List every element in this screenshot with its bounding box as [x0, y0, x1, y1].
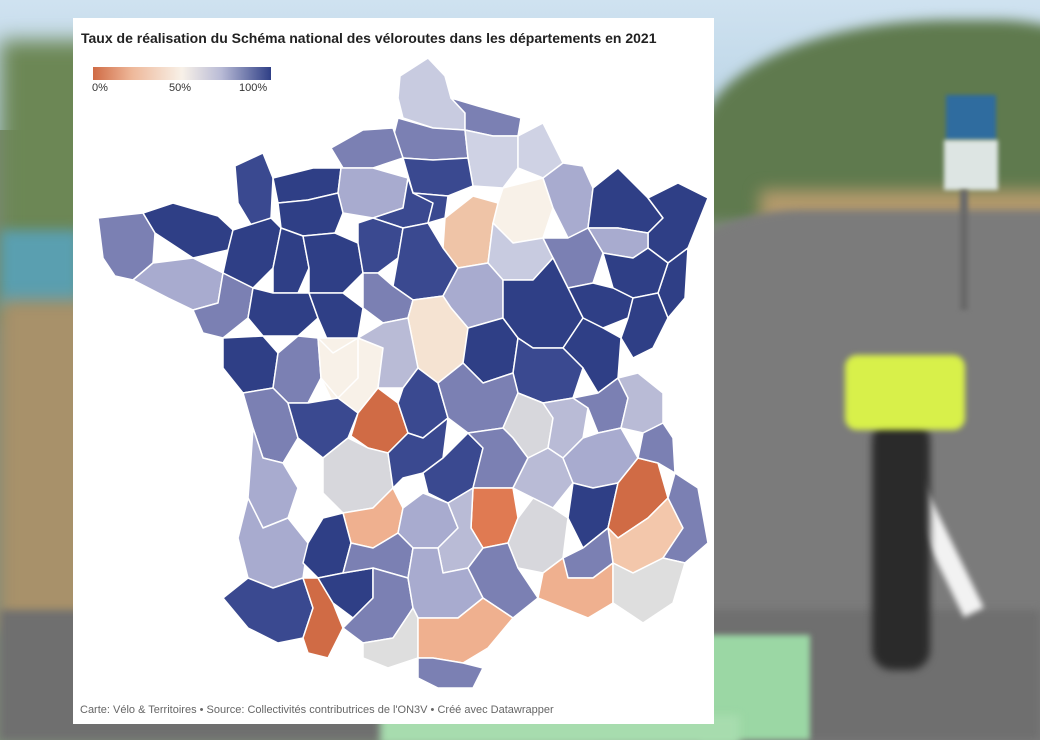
- departement[interactable]: [417, 657, 484, 689]
- departement[interactable]: [247, 287, 319, 337]
- departement[interactable]: [612, 557, 686, 624]
- departement[interactable]: [647, 182, 709, 264]
- departement[interactable]: [142, 202, 234, 259]
- legend-mid-label: 50%: [169, 82, 192, 94]
- departement[interactable]: [402, 157, 474, 197]
- legend-max-label: 100%: [239, 82, 268, 94]
- departement[interactable]: [317, 337, 359, 399]
- departement[interactable]: [507, 497, 569, 574]
- departement[interactable]: [412, 192, 449, 224]
- departement[interactable]: [542, 162, 594, 239]
- legend-color-scale: [93, 67, 271, 80]
- departement[interactable]: [222, 577, 314, 644]
- lake: [0, 230, 80, 310]
- direction-sign: [944, 140, 998, 190]
- departement[interactable]: [287, 397, 359, 459]
- bicycle-bag: [845, 355, 965, 430]
- departement[interactable]: [662, 472, 709, 564]
- departement[interactable]: [302, 232, 364, 294]
- departement[interactable]: [272, 335, 322, 404]
- cycle-route-sign: [946, 95, 996, 140]
- departement[interactable]: [512, 447, 574, 509]
- map-card: Taux de réalisation du Schéma national d…: [73, 18, 714, 724]
- departement[interactable]: [637, 422, 676, 474]
- france-departements-map: [97, 57, 709, 689]
- departement[interactable]: [397, 57, 466, 131]
- legend-min-label: 0%: [92, 82, 108, 94]
- departement[interactable]: [234, 152, 274, 229]
- bicycle: [872, 420, 930, 670]
- departement[interactable]: [330, 127, 404, 169]
- sign-post: [960, 190, 968, 310]
- map-footer-credits: Carte: Vélo & Territoires • Source: Coll…: [80, 704, 554, 716]
- map-title: Taux de réalisation du Schéma national d…: [81, 30, 657, 46]
- departement[interactable]: [464, 129, 519, 189]
- departement[interactable]: [357, 217, 404, 274]
- departement[interactable]: [222, 335, 279, 394]
- departement[interactable]: [620, 292, 669, 359]
